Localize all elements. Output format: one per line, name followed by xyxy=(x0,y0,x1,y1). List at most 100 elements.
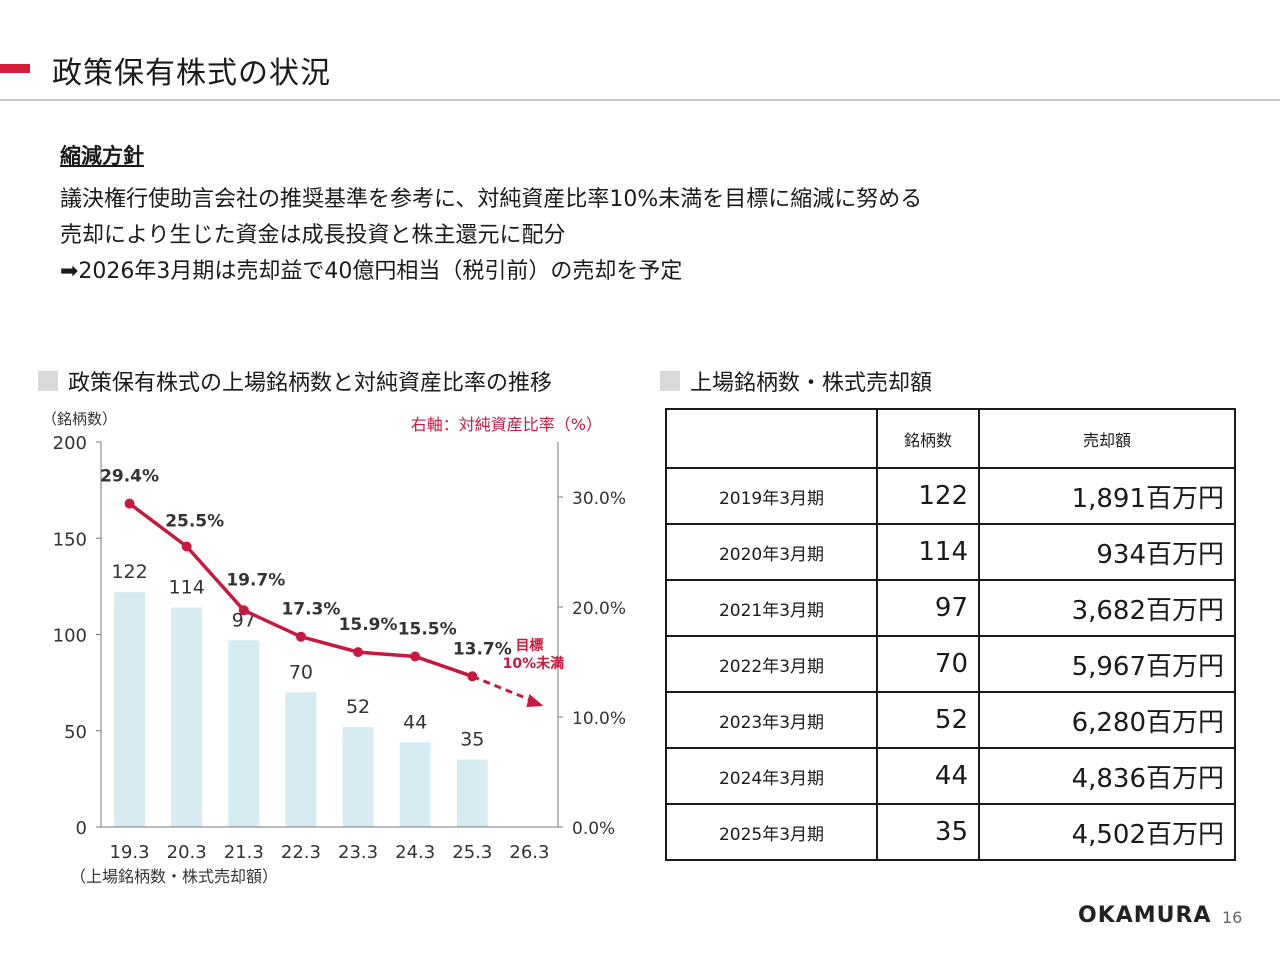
ratio-value-label: 15.5% xyxy=(398,620,457,640)
row-count: 114 xyxy=(876,523,980,581)
ratio-value-label: 15.9% xyxy=(339,615,398,635)
ratio-value-label: 25.5% xyxy=(165,512,224,532)
left-axis-tick-label: 100 xyxy=(53,626,87,647)
ratio-point xyxy=(238,605,249,616)
page-number: 16 xyxy=(1222,908,1243,927)
ratio-point xyxy=(124,498,135,509)
target-label-line2: 10%未満 xyxy=(503,655,565,672)
target-arrow-line xyxy=(471,674,537,704)
ratio-value-label: 29.4% xyxy=(100,467,159,487)
bar-value-label: 122 xyxy=(111,561,147,583)
left-axis-tick-label: 50 xyxy=(64,722,87,743)
row-year: 2023年3月期 xyxy=(665,691,878,749)
left-axis-tick-label: 200 xyxy=(53,433,87,454)
right-axis-tick-label: 0.0% xyxy=(572,819,615,839)
ratio-value-label: 13.7% xyxy=(453,639,512,659)
sales-table: 銘柄数 売却額 2019年3月期 122 1,891百万円 2020年3月期 114 9… xyxy=(665,408,1236,861)
bar xyxy=(171,607,203,827)
policy-text: 議決権行使助言会社の推奨基準を参考に、対純資産比率10%未満を目標に縮減に努める… xyxy=(60,182,922,290)
policy-line-3: ➡2026年3月期は売却益で40億円相当（税引前）の売却を予定 xyxy=(60,259,683,284)
chart-section-title-text: 政策保有株式の上場銘柄数と対純資産比率の推移 xyxy=(68,371,553,396)
bar xyxy=(456,759,488,827)
combo-chart: 12211497705244350501001502000.0%10.0%20.… xyxy=(42,410,626,886)
target-arrow-head-icon xyxy=(526,694,544,707)
x-axis-tick-label: 26.3 xyxy=(509,842,549,863)
row-year: 2020年3月期 xyxy=(665,523,878,581)
row-count: 70 xyxy=(876,635,980,693)
row-amount: 6,280百万円 xyxy=(978,691,1236,749)
row-year: 2022年3月期 xyxy=(665,635,878,693)
right-axis-tick-label: 10.0% xyxy=(572,709,626,729)
table-header-amount: 売却額 xyxy=(978,408,1236,469)
left-axis-tick-label: 0 xyxy=(76,818,87,839)
ratio-value-label: 17.3% xyxy=(281,600,340,620)
bar xyxy=(285,692,317,827)
square-bullet-icon xyxy=(660,371,680,391)
chart-footnote: （上場銘柄数・株式売却額） xyxy=(70,867,278,886)
bar xyxy=(228,640,260,827)
table-row: 2022年3月期 70 5,967百万円 xyxy=(665,635,1236,693)
table-section-title-text: 上場銘柄数・株式売却額 xyxy=(690,371,933,396)
row-amount: 5,967百万円 xyxy=(978,635,1236,693)
x-axis-tick-label: 21.3 xyxy=(224,842,264,863)
row-year: 2025年3月期 xyxy=(665,803,878,861)
table-header-row: 銘柄数 売却額 xyxy=(665,408,1236,469)
ratio-point xyxy=(181,541,192,552)
bar xyxy=(114,592,146,827)
row-count: 122 xyxy=(876,467,980,525)
ratio-point xyxy=(295,631,306,642)
right-axis-tick-label: 30.0% xyxy=(572,489,626,509)
row-amount: 4,502百万円 xyxy=(978,803,1236,861)
company-logo: OKAMURA xyxy=(1078,903,1212,928)
policy-line-1: 議決権行使助言会社の推奨基準を参考に、対純資産比率10%未満を目標に縮減に努める xyxy=(60,187,923,212)
target-label-line1: 目標 xyxy=(515,637,543,654)
table-section-title: 上場銘柄数・株式売却額 xyxy=(660,365,932,397)
bar xyxy=(342,726,374,827)
bar-value-label: 70 xyxy=(289,661,313,683)
bar-value-label: 44 xyxy=(403,711,427,733)
row-count: 44 xyxy=(876,747,980,805)
table-row: 2023年3月期 52 6,280百万円 xyxy=(665,691,1236,749)
row-count: 35 xyxy=(876,803,980,861)
x-axis-tick-label: 20.3 xyxy=(167,842,207,863)
table-header-count: 銘柄数 xyxy=(876,408,980,469)
table-row: 2020年3月期 114 934百万円 xyxy=(665,523,1236,581)
square-bullet-icon xyxy=(38,371,58,391)
table-row: 2019年3月期 122 1,891百万円 xyxy=(665,467,1236,525)
x-axis-tick-label: 24.3 xyxy=(395,842,435,863)
bar-value-label: 52 xyxy=(346,696,370,718)
x-axis-tick-label: 23.3 xyxy=(338,842,378,863)
row-year: 2021年3月期 xyxy=(665,579,878,637)
table-row: 2024年3月期 44 4,836百万円 xyxy=(665,747,1236,805)
row-amount: 934百万円 xyxy=(978,523,1236,581)
table-row: 2025年3月期 35 4,502百万円 xyxy=(665,803,1236,861)
x-axis-tick-label: 19.3 xyxy=(110,842,150,863)
bar-value-label: 35 xyxy=(460,729,484,751)
right-axis-label: 右軸：対純資産比率（%） xyxy=(411,415,602,434)
ratio-point xyxy=(353,647,364,658)
title-accent-bar xyxy=(0,64,30,73)
row-amount: 1,891百万円 xyxy=(978,467,1236,525)
ratio-point xyxy=(410,651,421,662)
row-amount: 3,682百万円 xyxy=(978,579,1236,637)
table-row: 2021年3月期 97 3,682百万円 xyxy=(665,579,1236,637)
bar-value-label: 114 xyxy=(169,577,205,599)
chart-section-title: 政策保有株式の上場銘柄数と対純資産比率の推移 xyxy=(38,365,552,397)
right-axis-tick-label: 20.0% xyxy=(572,599,626,619)
left-axis-unit-label: （銘柄数） xyxy=(42,410,117,428)
ratio-value-label: 19.7% xyxy=(226,570,285,590)
row-year: 2019年3月期 xyxy=(665,467,878,525)
bar xyxy=(399,742,431,827)
row-count: 97 xyxy=(876,579,980,637)
table-header-blank xyxy=(665,408,878,469)
left-axis-tick-label: 150 xyxy=(53,529,87,550)
policy-line-2: 売却により生じた資金は成長投資と株主還元に配分 xyxy=(60,223,566,248)
x-axis-tick-label: 25.3 xyxy=(452,842,492,863)
page-title: 政策保有株式の状況 xyxy=(52,56,331,91)
title-divider xyxy=(0,99,1280,101)
x-axis-tick-label: 22.3 xyxy=(281,842,321,863)
row-amount: 4,836百万円 xyxy=(978,747,1236,805)
row-year: 2024年3月期 xyxy=(665,747,878,805)
row-count: 52 xyxy=(876,691,980,749)
policy-heading: 縮減方針 xyxy=(60,144,144,168)
